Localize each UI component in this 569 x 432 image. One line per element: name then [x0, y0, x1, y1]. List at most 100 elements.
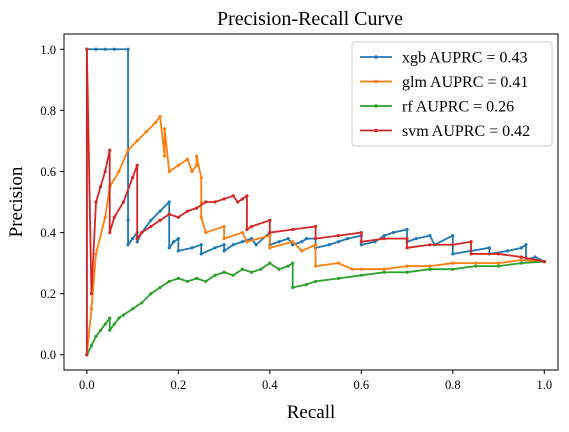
data-point — [327, 243, 331, 247]
data-point — [103, 169, 107, 174]
data-point — [519, 261, 524, 265]
data-point — [195, 154, 199, 158]
data-point — [185, 209, 190, 213]
data-point — [291, 243, 295, 247]
data-point — [451, 234, 455, 238]
data-point — [222, 237, 226, 241]
data-point — [428, 264, 432, 268]
data-point — [542, 259, 546, 264]
data-point — [126, 47, 130, 51]
data-point — [135, 139, 139, 143]
data-point — [496, 252, 501, 256]
data-point — [291, 261, 295, 265]
data-point — [428, 243, 432, 247]
data-point — [204, 200, 208, 204]
data-point — [268, 246, 272, 250]
data-point — [195, 276, 199, 280]
data-point — [451, 243, 455, 247]
data-point — [144, 130, 148, 134]
data-point — [158, 209, 162, 213]
data-point — [140, 230, 144, 235]
data-point — [94, 334, 98, 338]
data-point — [89, 292, 94, 296]
legend: xgb AUPRC = 0.43 glm AUPRC = 0.41 rf AUPRC… — [351, 41, 553, 147]
data-point — [519, 246, 524, 250]
data-point — [158, 218, 162, 222]
data-point — [245, 240, 249, 244]
data-point — [236, 200, 240, 204]
data-point — [405, 270, 409, 274]
data-point — [286, 264, 290, 268]
legend-marker — [374, 79, 378, 84]
data-point — [121, 200, 126, 204]
data-point — [199, 200, 203, 204]
data-point — [524, 243, 528, 247]
data-point — [313, 224, 318, 229]
y-tick-label: 0.0 — [40, 348, 56, 362]
x-tick-label: 0.2 — [171, 378, 187, 392]
data-point — [199, 243, 203, 247]
y-axis-ticks: 0.0 0.2 0.4 0.6 0.8 1.0 — [40, 43, 64, 362]
data-point — [103, 215, 107, 219]
data-point — [167, 279, 171, 284]
data-point — [474, 264, 478, 268]
data-point — [108, 230, 112, 235]
data-point — [85, 353, 89, 357]
data-point — [391, 230, 395, 235]
data-point — [176, 163, 180, 167]
data-point — [245, 194, 249, 198]
data-point — [231, 273, 235, 277]
data-point — [519, 255, 524, 259]
data-point — [249, 270, 254, 274]
data-point — [213, 246, 217, 250]
data-point — [313, 237, 318, 241]
data-point — [131, 175, 135, 180]
data-point — [519, 258, 524, 262]
data-point — [359, 230, 363, 235]
data-point — [300, 240, 304, 244]
y-axis-label: Precision — [6, 166, 27, 237]
data-point — [204, 230, 208, 235]
data-point — [414, 237, 418, 241]
legend-marker — [374, 104, 378, 108]
data-point — [496, 264, 501, 268]
data-point — [167, 200, 171, 204]
y-tick-label: 1.0 — [40, 43, 56, 57]
data-point — [163, 154, 167, 158]
data-point — [382, 237, 386, 241]
data-point — [405, 264, 409, 268]
data-point — [158, 114, 162, 119]
data-point — [108, 328, 112, 332]
data-point — [190, 169, 194, 174]
data-point — [222, 249, 226, 253]
data-point — [149, 292, 153, 296]
chart-title: Precision-Recall Curve — [217, 8, 403, 30]
data-point — [117, 316, 121, 320]
plot-area — [85, 47, 546, 357]
data-point — [204, 279, 208, 284]
data-point — [268, 261, 272, 265]
data-point — [89, 343, 94, 348]
data-point — [259, 267, 263, 271]
data-point — [176, 215, 180, 219]
series-rf — [85, 259, 546, 357]
data-point — [350, 267, 354, 271]
data-point — [222, 224, 226, 229]
data-point — [291, 227, 295, 232]
data-point — [222, 197, 226, 201]
data-point — [313, 264, 318, 268]
legend-marker — [374, 55, 378, 59]
data-point — [117, 169, 121, 174]
data-point — [190, 246, 194, 250]
data-point — [185, 279, 190, 284]
data-point — [268, 234, 272, 238]
x-tick-label: 0.4 — [262, 378, 278, 392]
data-point — [103, 47, 107, 51]
data-point — [336, 234, 341, 238]
data-point — [167, 246, 171, 250]
data-point — [487, 246, 491, 250]
data-point — [268, 230, 272, 235]
data-point — [94, 252, 98, 256]
y-tick-label: 0.2 — [40, 287, 56, 301]
data-point — [108, 148, 112, 152]
